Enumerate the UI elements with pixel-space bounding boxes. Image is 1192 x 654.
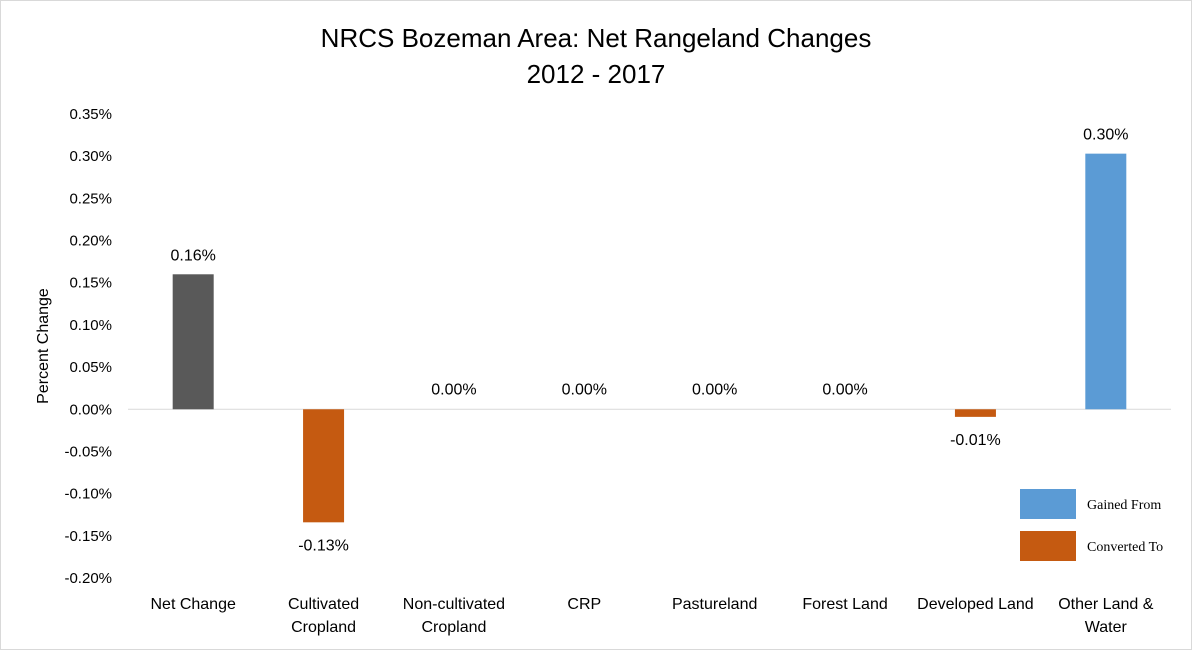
category-label: Forest Land	[802, 596, 887, 613]
legend-label: Converted To	[1087, 540, 1163, 555]
legend: Gained From Converted To	[1020, 489, 1163, 561]
y-axis-label: Percent Change	[35, 288, 52, 404]
category-label-line: Cropland	[291, 619, 356, 636]
bars	[172, 153, 1127, 523]
y-tick-label: 0.05%	[69, 359, 112, 376]
data-label: 0.00%	[692, 381, 737, 398]
category-label-line: Net Change	[150, 596, 235, 613]
y-tick-label: 0.15%	[69, 275, 112, 292]
chart-subtitle: 2012 - 2017	[527, 59, 666, 89]
category-label: Other Land & Water	[1058, 596, 1154, 636]
bar	[954, 409, 996, 417]
category-label: CRP	[567, 596, 601, 613]
category-label-line: Forest Land	[802, 596, 887, 613]
bar	[1085, 153, 1127, 410]
data-label: 0.16%	[171, 247, 216, 264]
data-label: 0.00%	[562, 381, 607, 398]
y-tick-label: 0.00%	[69, 401, 112, 418]
data-label: 0.30%	[1083, 127, 1128, 144]
category-label: Non-cultivated Cropland	[403, 596, 505, 636]
bar	[303, 409, 345, 523]
category-label: Net Change	[150, 596, 235, 613]
y-tick-label: -0.10%	[64, 486, 112, 503]
data-label: -0.13%	[298, 537, 349, 554]
category-label-line: Other Land &	[1058, 596, 1154, 613]
legend-swatch	[1020, 489, 1076, 519]
y-tick-label: 0.10%	[69, 317, 112, 334]
category-label-line: Pastureland	[672, 596, 757, 613]
data-labels: 0.16% -0.13% 0.00% 0.00% 0.00% 0.00% -0.01% 0.3…	[171, 127, 1129, 555]
chart-title: NRCS Bozeman Area: Net Rangeland Changes	[321, 23, 872, 53]
legend-swatch	[1020, 531, 1076, 561]
data-label: -0.01%	[950, 432, 1001, 449]
category-label-line: Water	[1085, 619, 1128, 636]
data-label: 0.00%	[822, 381, 867, 398]
category-label-line: Cultivated	[288, 596, 359, 613]
data-label: 0.00%	[431, 381, 476, 398]
legend-label: Gained From	[1087, 498, 1161, 513]
category-label: Pastureland	[672, 596, 757, 613]
category-label-line: Non-cultivated	[403, 596, 505, 613]
category-label: Developed Land	[917, 596, 1034, 613]
y-tick-label: -0.05%	[64, 443, 112, 460]
category-labels: Net Change Cultivated CroplandNon-cultivat…	[150, 596, 1153, 636]
y-tick-label: -0.15%	[64, 528, 112, 545]
y-tick-label: 0.35%	[69, 106, 112, 123]
category-label-line: Cropland	[421, 619, 486, 636]
y-tick-label: -0.20%	[64, 570, 112, 587]
category-label-line: CRP	[567, 596, 601, 613]
y-tick-label: 0.30%	[69, 148, 112, 165]
y-tick-label: 0.25%	[69, 190, 112, 207]
y-tick-label: 0.20%	[69, 233, 112, 250]
bar	[172, 274, 214, 410]
category-label: Cultivated Cropland	[288, 596, 359, 636]
category-label-line: Developed Land	[917, 596, 1034, 613]
y-axis-ticks: 0.35% 0.30% 0.25% 0.20% 0.15% 0.10% 0.05% 0.00%…	[64, 106, 112, 587]
